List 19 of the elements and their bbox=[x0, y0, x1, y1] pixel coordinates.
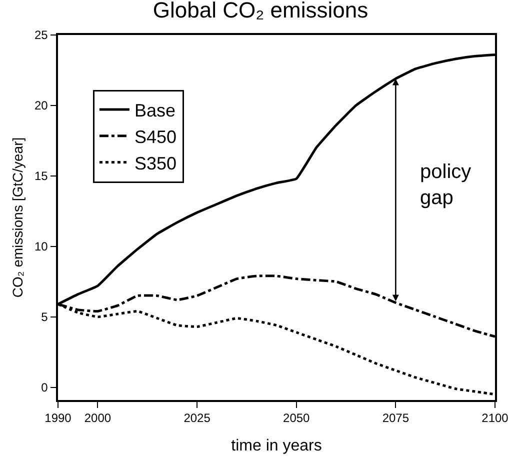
x-tick-label: 2050 bbox=[283, 411, 310, 426]
y-tick-label: 5 bbox=[41, 310, 48, 324]
legend-label: S450 bbox=[134, 126, 177, 147]
x-tick-label: 2000 bbox=[84, 411, 112, 426]
x-tick-label: 2025 bbox=[184, 411, 211, 426]
y-axis-title: CO₂ emissions [GtC/year] bbox=[10, 137, 26, 298]
y-tick-label: 20 bbox=[34, 98, 48, 113]
y-tick-label: 10 bbox=[34, 240, 48, 254]
chart-title: Global CO₂ emissions bbox=[152, 0, 368, 23]
annotation: policy gap bbox=[420, 161, 472, 209]
x-axis-title: time in years bbox=[231, 437, 322, 454]
y-tick-label: 0 bbox=[41, 380, 48, 395]
y-tick-label: 25 bbox=[34, 28, 48, 42]
x-tick-label: 2075 bbox=[382, 411, 410, 426]
x-tick-label: 1990 bbox=[44, 411, 72, 426]
y-tick-label: 15 bbox=[34, 169, 48, 184]
legend-label: S350 bbox=[134, 153, 177, 174]
x-tick-label: 2100 bbox=[482, 411, 509, 426]
legend-label: Base bbox=[134, 100, 176, 120]
